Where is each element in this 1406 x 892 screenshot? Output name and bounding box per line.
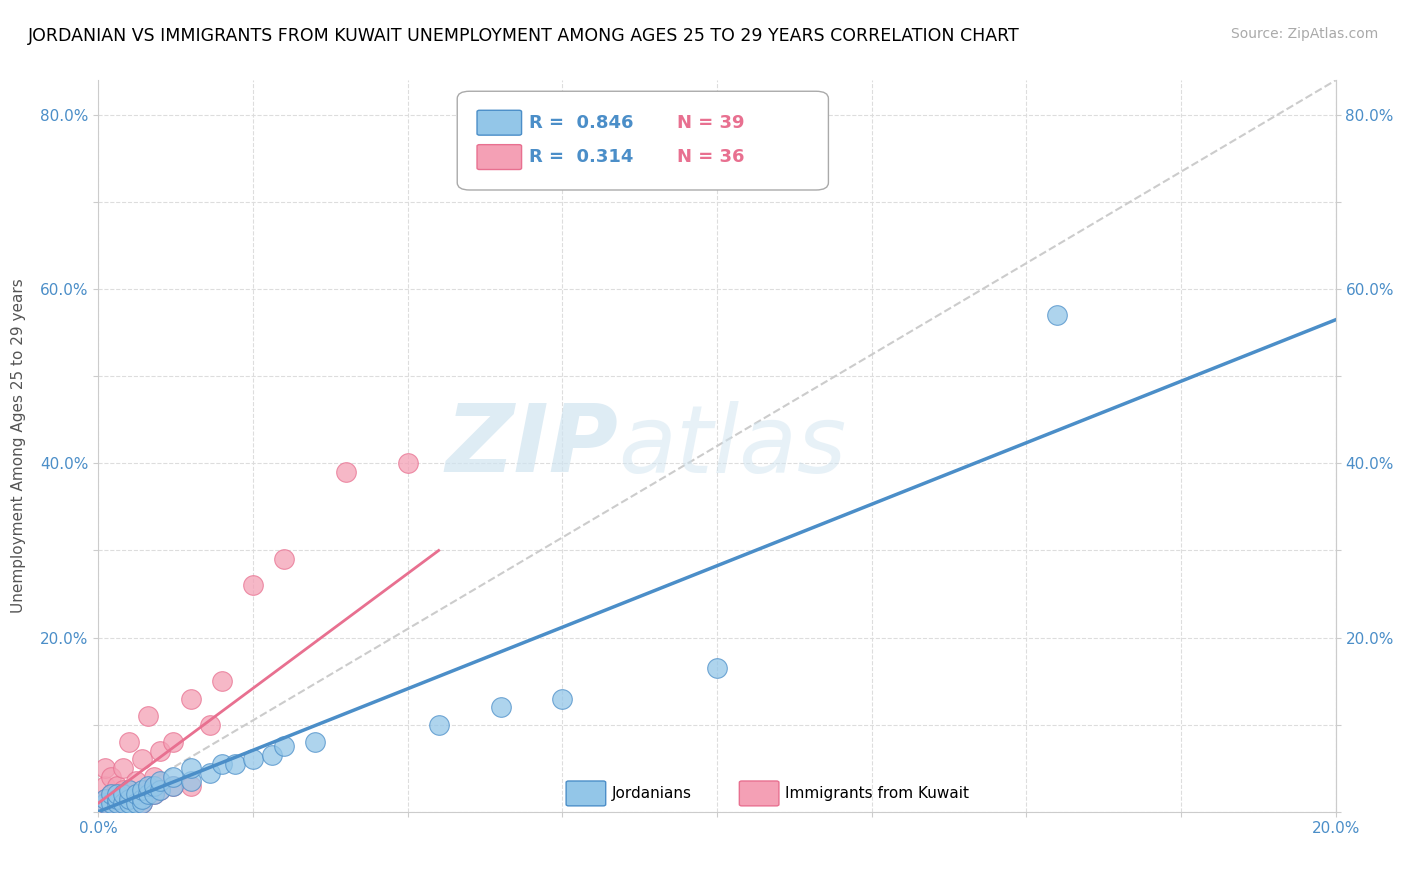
Point: [131, 796, 153, 810]
Point: [1046, 309, 1069, 323]
Point: [124, 774, 146, 789]
Point: [489, 700, 512, 714]
Point: [93, 779, 115, 793]
Point: [93, 791, 115, 805]
Point: [551, 691, 574, 706]
Point: [211, 674, 233, 689]
Point: [131, 791, 153, 805]
Text: Jordanians: Jordanians: [612, 786, 692, 801]
Text: N = 39: N = 39: [678, 113, 745, 132]
Point: [105, 787, 128, 801]
Point: [131, 783, 153, 797]
Point: [124, 787, 146, 801]
Point: [149, 783, 172, 797]
Text: N = 36: N = 36: [678, 148, 745, 166]
Point: [260, 748, 283, 763]
Text: R =  0.314: R = 0.314: [529, 148, 633, 166]
Point: [162, 735, 184, 749]
Point: [427, 717, 450, 731]
Point: [706, 661, 728, 675]
FancyBboxPatch shape: [457, 91, 828, 190]
Point: [224, 756, 246, 771]
Point: [273, 552, 295, 566]
Point: [143, 787, 166, 801]
Point: [118, 796, 141, 810]
FancyBboxPatch shape: [740, 781, 779, 805]
Text: JORDANIAN VS IMMIGRANTS FROM KUWAIT UNEMPLOYMENT AMONG AGES 25 TO 29 YEARS CORRE: JORDANIAN VS IMMIGRANTS FROM KUWAIT UNEM…: [28, 27, 1019, 45]
Point: [124, 796, 146, 810]
Point: [180, 774, 202, 789]
Point: [335, 465, 357, 479]
Point: [180, 691, 202, 706]
Point: [100, 796, 122, 810]
FancyBboxPatch shape: [567, 781, 606, 805]
Point: [198, 765, 221, 780]
Text: atlas: atlas: [619, 401, 846, 491]
Point: [242, 752, 264, 766]
Point: [149, 744, 172, 758]
Point: [124, 787, 146, 801]
Text: R =  0.846: R = 0.846: [529, 113, 634, 132]
Point: [211, 756, 233, 771]
Y-axis label: Unemployment Among Ages 25 to 29 years: Unemployment Among Ages 25 to 29 years: [11, 278, 27, 614]
Point: [162, 770, 184, 784]
FancyBboxPatch shape: [477, 111, 522, 136]
Point: [198, 717, 221, 731]
Point: [118, 791, 141, 805]
Point: [136, 783, 159, 797]
Point: [136, 709, 159, 723]
Point: [118, 783, 141, 797]
Point: [93, 791, 115, 805]
Point: [143, 779, 166, 793]
Point: [162, 779, 184, 793]
Point: [118, 735, 141, 749]
Point: [112, 783, 135, 797]
Point: [100, 770, 122, 784]
Point: [100, 787, 122, 801]
Point: [180, 761, 202, 775]
Point: [105, 796, 128, 810]
Point: [180, 779, 202, 793]
Point: [131, 796, 153, 810]
Text: ZIP: ZIP: [446, 400, 619, 492]
Point: [304, 735, 326, 749]
Point: [112, 761, 135, 775]
Point: [143, 787, 166, 801]
Point: [112, 796, 135, 810]
Point: [149, 783, 172, 797]
Point: [105, 787, 128, 801]
Point: [93, 796, 115, 810]
Point: [105, 779, 128, 793]
Point: [118, 791, 141, 805]
Point: [118, 783, 141, 797]
Point: [105, 796, 128, 810]
Point: [136, 787, 159, 801]
Text: Source: ZipAtlas.com: Source: ZipAtlas.com: [1230, 27, 1378, 41]
Point: [396, 457, 419, 471]
Point: [242, 578, 264, 592]
Point: [136, 779, 159, 793]
Text: Immigrants from Kuwait: Immigrants from Kuwait: [785, 786, 969, 801]
Point: [131, 787, 153, 801]
Point: [93, 796, 115, 810]
Point: [112, 787, 135, 801]
Point: [93, 761, 115, 775]
FancyBboxPatch shape: [477, 145, 522, 169]
Point: [273, 739, 295, 754]
Point: [105, 791, 128, 805]
Point: [100, 796, 122, 810]
Point: [131, 752, 153, 766]
Point: [143, 770, 166, 784]
Point: [149, 774, 172, 789]
Point: [100, 787, 122, 801]
Point: [162, 779, 184, 793]
